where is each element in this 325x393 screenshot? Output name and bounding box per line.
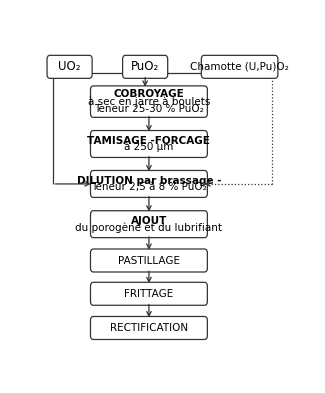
Text: FRITTAGE: FRITTAGE — [124, 289, 174, 299]
Text: TAMISAGE -FORCAGE: TAMISAGE -FORCAGE — [87, 136, 210, 146]
Text: Teneur 25-30 % PuO₂: Teneur 25-30 % PuO₂ — [94, 104, 204, 114]
Text: PASTILLAGE: PASTILLAGE — [118, 255, 180, 266]
Text: à 250 μm: à 250 μm — [124, 142, 174, 152]
FancyBboxPatch shape — [90, 130, 207, 158]
Text: DILUTION par brassage -: DILUTION par brassage - — [77, 176, 221, 186]
Text: RECTIFICATION: RECTIFICATION — [110, 323, 188, 333]
FancyBboxPatch shape — [201, 55, 278, 78]
FancyBboxPatch shape — [47, 55, 92, 78]
Text: COBROYAGE: COBROYAGE — [113, 89, 184, 99]
Text: Chamotte (U,Pu)O₂: Chamotte (U,Pu)O₂ — [190, 62, 289, 72]
FancyBboxPatch shape — [90, 249, 207, 272]
Text: à sec en jarre à boulets: à sec en jarre à boulets — [88, 96, 210, 107]
Text: du porogène et du lubrifiant: du porogène et du lubrifiant — [75, 222, 222, 233]
FancyBboxPatch shape — [90, 211, 207, 238]
Text: AJOUT: AJOUT — [131, 216, 167, 226]
FancyBboxPatch shape — [90, 316, 207, 340]
Text: UO₂: UO₂ — [58, 61, 81, 73]
FancyBboxPatch shape — [90, 282, 207, 305]
Text: Teneur 2,5 à 8 % PuO₂: Teneur 2,5 à 8 % PuO₂ — [91, 182, 207, 192]
FancyBboxPatch shape — [90, 171, 207, 197]
Text: PuO₂: PuO₂ — [131, 61, 159, 73]
FancyBboxPatch shape — [123, 55, 168, 78]
FancyBboxPatch shape — [90, 86, 207, 118]
